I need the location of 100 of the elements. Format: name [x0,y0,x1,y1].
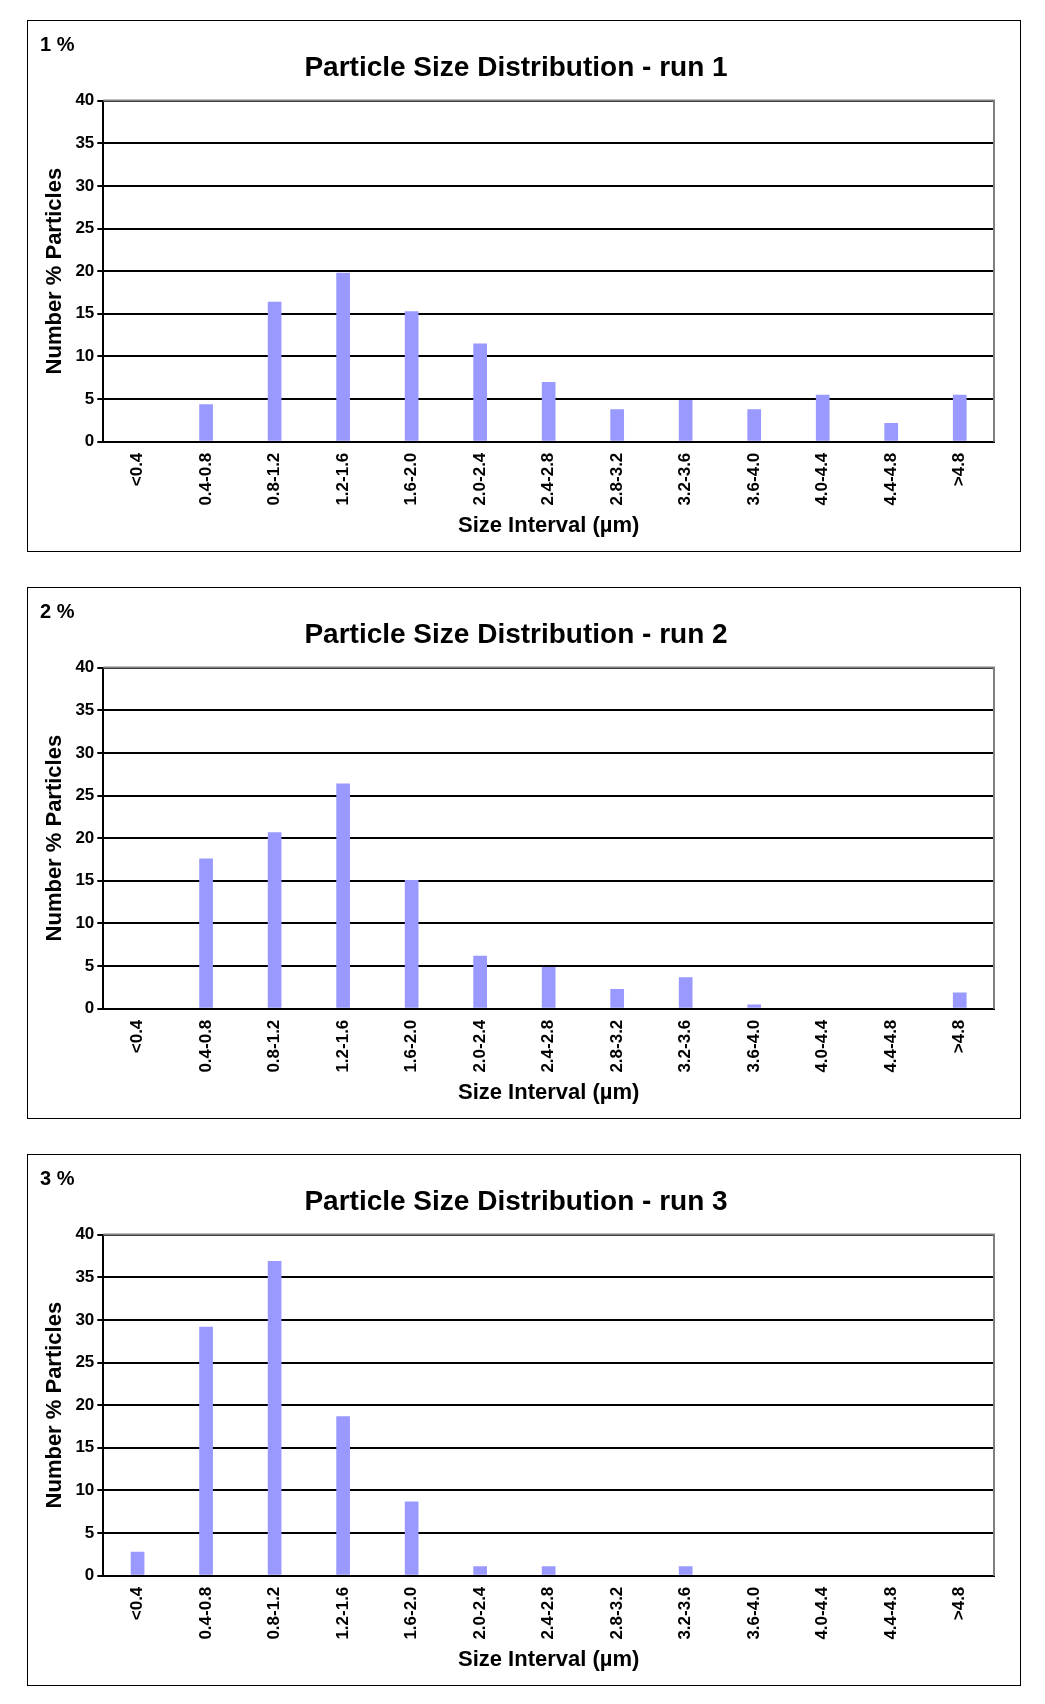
x-tick-label: 1.2-1.6 [332,1586,352,1640]
bar [747,409,762,441]
y-axis-title: Number % Particles [41,1301,67,1509]
y-tick-label: 0 [84,431,95,451]
y-tick-label: 5 [84,388,95,408]
x-axis-title: Size Interval (µm) [457,1645,640,1671]
bar [199,858,213,1008]
bar [952,992,967,1008]
bar [404,1501,419,1575]
y-tick-label: 30 [75,742,95,762]
y-tick-label: 30 [75,175,95,195]
x-tick-label: 0.4-0.8 [195,1586,215,1640]
x-tick-label: 2.4-2.8 [538,1019,558,1073]
chart-title: Particle Size Distribution - run 2 [304,617,728,649]
bar [267,301,282,441]
x-tick-label: 3.6-4.0 [743,1019,763,1073]
bar [678,399,693,441]
bar [473,955,487,1008]
x-tick-label: 2.8-3.2 [606,1586,626,1640]
y-axis-title: Number % Particles [41,167,67,375]
y-tick-label: 40 [75,1224,95,1244]
x-tick-label: 2.8-3.2 [606,1019,626,1073]
bar [336,1416,350,1575]
x-tick-label: <0.4 [127,1586,147,1621]
bar [336,272,350,441]
x-tick-label: 2.4-2.8 [538,452,558,506]
bar [199,404,213,441]
y-tick-label: 15 [75,303,95,323]
x-tick-label: <0.4 [127,452,147,487]
chart-title: Particle Size Distribution - run 1 [304,50,728,82]
x-axis-title: Size Interval (µm) [457,1078,640,1104]
y-tick-label: 10 [75,1480,95,1500]
y-tick-label: 5 [84,1522,95,1542]
x-tick-label: 1.2-1.6 [332,1019,352,1073]
y-tick-label: 15 [75,1437,95,1457]
y-tick-label: 20 [75,827,95,847]
x-tick-label: 4.4-4.8 [880,452,900,506]
text: 2 % [40,600,75,623]
y-tick-label: 10 [75,346,95,366]
bar [541,1566,556,1575]
x-tick-label: 1.6-2.0 [401,452,421,506]
bar [199,1326,213,1575]
y-tick-label: 35 [75,699,95,719]
y-tick-label: 15 [75,870,95,890]
y-tick-label: 0 [84,998,95,1018]
y-tick-label: 20 [75,260,95,280]
bar [678,977,693,1008]
x-axis-title: Size Interval (µm) [457,511,640,537]
bar [267,832,282,1008]
bar [267,1261,282,1575]
x-tick-label: >4.8 [949,1586,969,1621]
x-tick-label: 1.6-2.0 [401,1586,421,1640]
x-tick-label: >4.8 [949,452,969,487]
bar [541,966,556,1008]
y-tick-label: 25 [75,1352,95,1372]
x-tick-label: 1.2-1.6 [332,452,352,506]
bar [747,1004,762,1008]
bar [815,394,830,441]
y-tick-label: 40 [75,90,95,110]
x-tick-label: 3.2-3.6 [675,1019,695,1073]
x-tick-label: 4.4-4.8 [880,1019,900,1073]
y-tick-label: 5 [84,955,95,975]
x-tick-label: 2.0-2.4 [469,452,489,506]
bar [130,1551,145,1575]
y-tick-label: 20 [75,1394,95,1414]
y-tick-label: 25 [75,785,95,805]
x-tick-label: 0.4-0.8 [195,452,215,506]
x-tick-label: 3.6-4.0 [743,452,763,506]
x-tick-label: 4.0-4.4 [812,452,832,506]
x-tick-label: 2.0-2.4 [469,1586,489,1640]
x-tick-label: >4.8 [949,1019,969,1054]
x-tick-label: 4.0-4.4 [812,1586,832,1640]
text: 3 % [40,1167,75,1190]
x-tick-label: 0.4-0.8 [195,1019,215,1073]
y-tick-label: 10 [75,913,95,933]
y-tick-label: 35 [75,1266,95,1286]
x-tick-label: 4.4-4.8 [880,1586,900,1640]
y-axis-title: Number % Particles [41,734,67,942]
y-tick-label: 0 [84,1565,95,1585]
x-tick-label: 0.8-1.2 [264,452,284,506]
x-tick-label: 3.2-3.6 [675,452,695,506]
text: 1 % [40,33,75,56]
x-tick-label: 2.8-3.2 [606,452,626,506]
bar [473,343,487,441]
bar [952,394,967,441]
bar [473,1566,487,1575]
y-tick-label: 30 [75,1309,95,1329]
bar [678,1566,693,1575]
x-tick-label: 0.8-1.2 [264,1019,284,1073]
bar [884,422,899,441]
y-tick-label: 25 [75,218,95,238]
x-tick-label: <0.4 [127,1019,147,1054]
bar [404,311,419,441]
y-tick-label: 40 [75,657,95,677]
bar [541,381,556,441]
x-tick-label: 3.6-4.0 [743,1586,763,1640]
x-tick-label: 4.0-4.4 [812,1019,832,1073]
x-tick-label: 1.6-2.0 [401,1019,421,1073]
bar [610,409,625,441]
x-tick-label: 2.0-2.4 [469,1019,489,1073]
